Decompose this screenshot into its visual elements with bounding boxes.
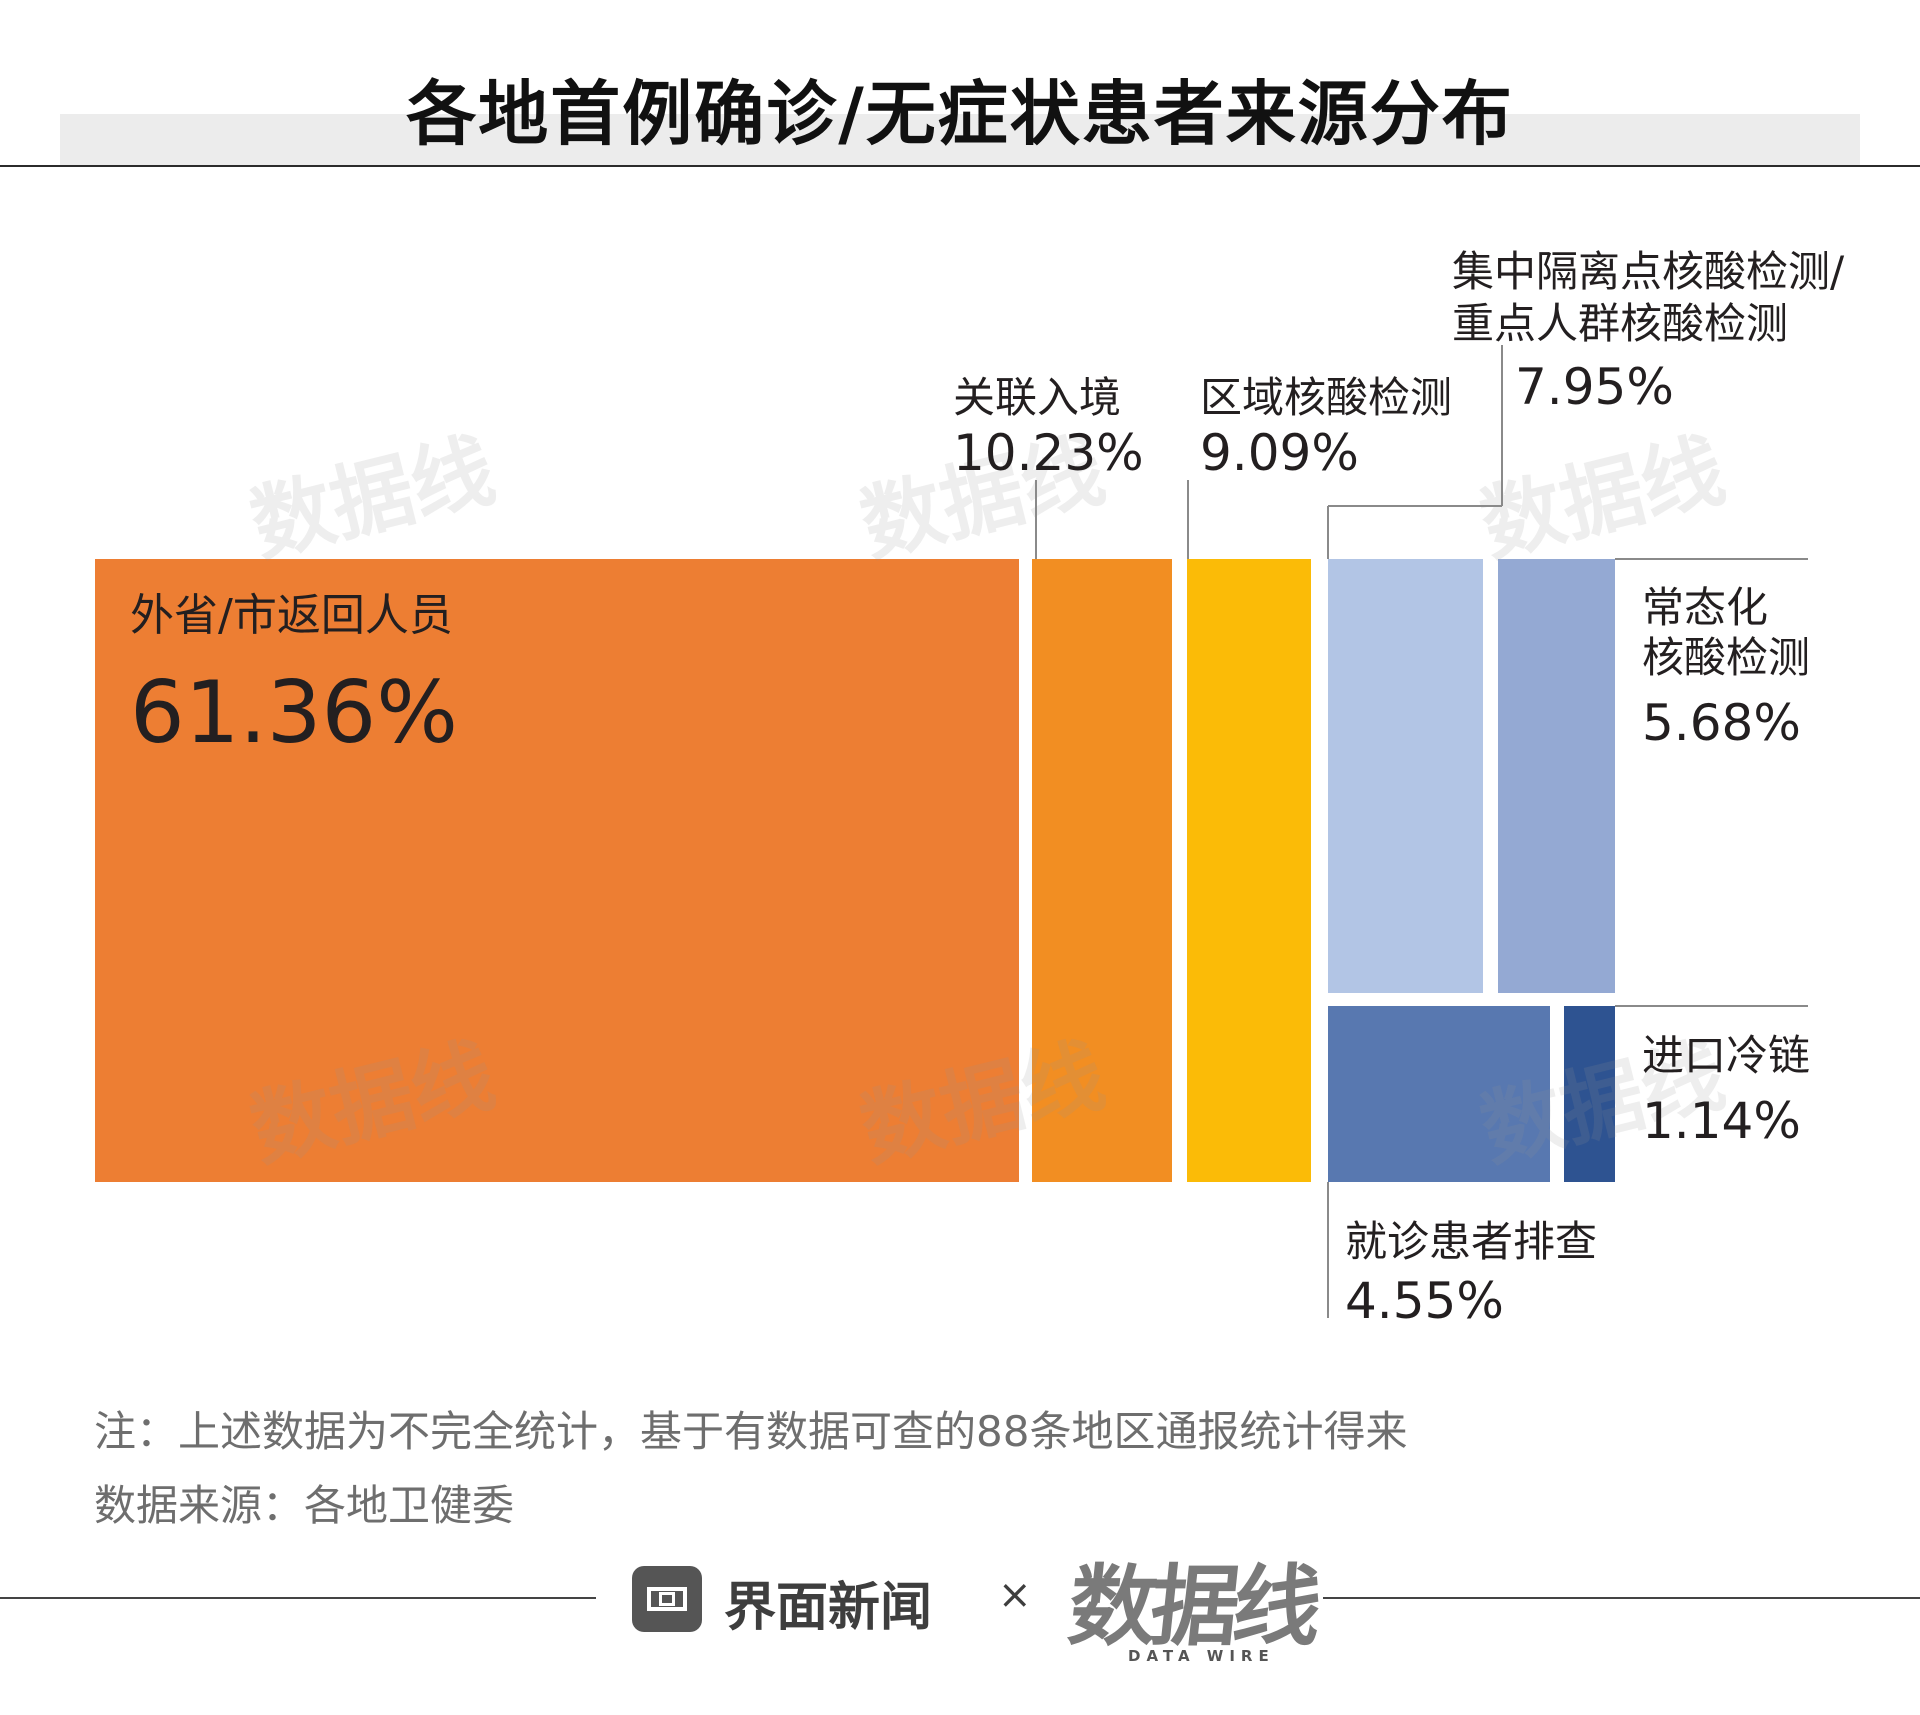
treemap-cell: [1032, 559, 1172, 1182]
footer-rule-right: [1323, 1597, 1920, 1599]
times-sign: ×: [998, 1572, 1032, 1618]
chart-title: 各地首例确诊/无症状患者来源分布: [406, 73, 1514, 155]
category-label: 核酸检测: [1642, 633, 1810, 682]
category-label: 集中隔离点核酸检测/: [1452, 247, 1845, 296]
datawire-logo-subtitle: DATA WIRE: [1128, 1647, 1275, 1665]
brand-name: 界面新闻: [724, 1578, 933, 1638]
value-label: 4.55%: [1345, 1272, 1504, 1330]
category-label: 就诊患者排查: [1345, 1217, 1597, 1266]
chart-note: 注：上述数据为不完全统计，基于有数据可查的88条地区通报统计得来: [94, 1407, 1408, 1456]
title-rule: [0, 165, 1920, 167]
title-band: [60, 114, 1860, 166]
category-label: 外省/市返回人员: [130, 590, 453, 641]
watermark-text: 数据线: [242, 423, 504, 575]
watermark-text: 数据线: [1472, 423, 1734, 575]
jiemian-logo-icon: [632, 1566, 702, 1632]
category-label: 进口冷链: [1642, 1031, 1810, 1080]
treemap-cell: [95, 559, 1019, 1182]
value-label: 61.36%: [130, 663, 458, 763]
category-label: 区域核酸检测: [1200, 373, 1452, 422]
category-label: 重点人群核酸检测: [1452, 299, 1788, 348]
value-label: 1.14%: [1642, 1092, 1801, 1150]
data-source: 数据来源：各地卫健委: [94, 1481, 515, 1530]
value-label: 7.95%: [1515, 358, 1674, 416]
value-label: 9.09%: [1200, 424, 1359, 482]
treemap-cell: [1328, 1006, 1550, 1182]
category-label: 常态化: [1642, 583, 1768, 632]
value-label: 5.68%: [1642, 694, 1801, 752]
value-label: 10.23%: [953, 424, 1144, 482]
footer-rule-left: [0, 1597, 596, 1599]
treemap-cell: [1187, 559, 1311, 1182]
treemap-cell: [1328, 559, 1483, 993]
category-label: 关联入境: [953, 373, 1121, 422]
treemap-cell: [1564, 1006, 1615, 1182]
datawire-logo: 数据线: [1063, 1555, 1321, 1658]
treemap-cell: [1498, 559, 1615, 993]
